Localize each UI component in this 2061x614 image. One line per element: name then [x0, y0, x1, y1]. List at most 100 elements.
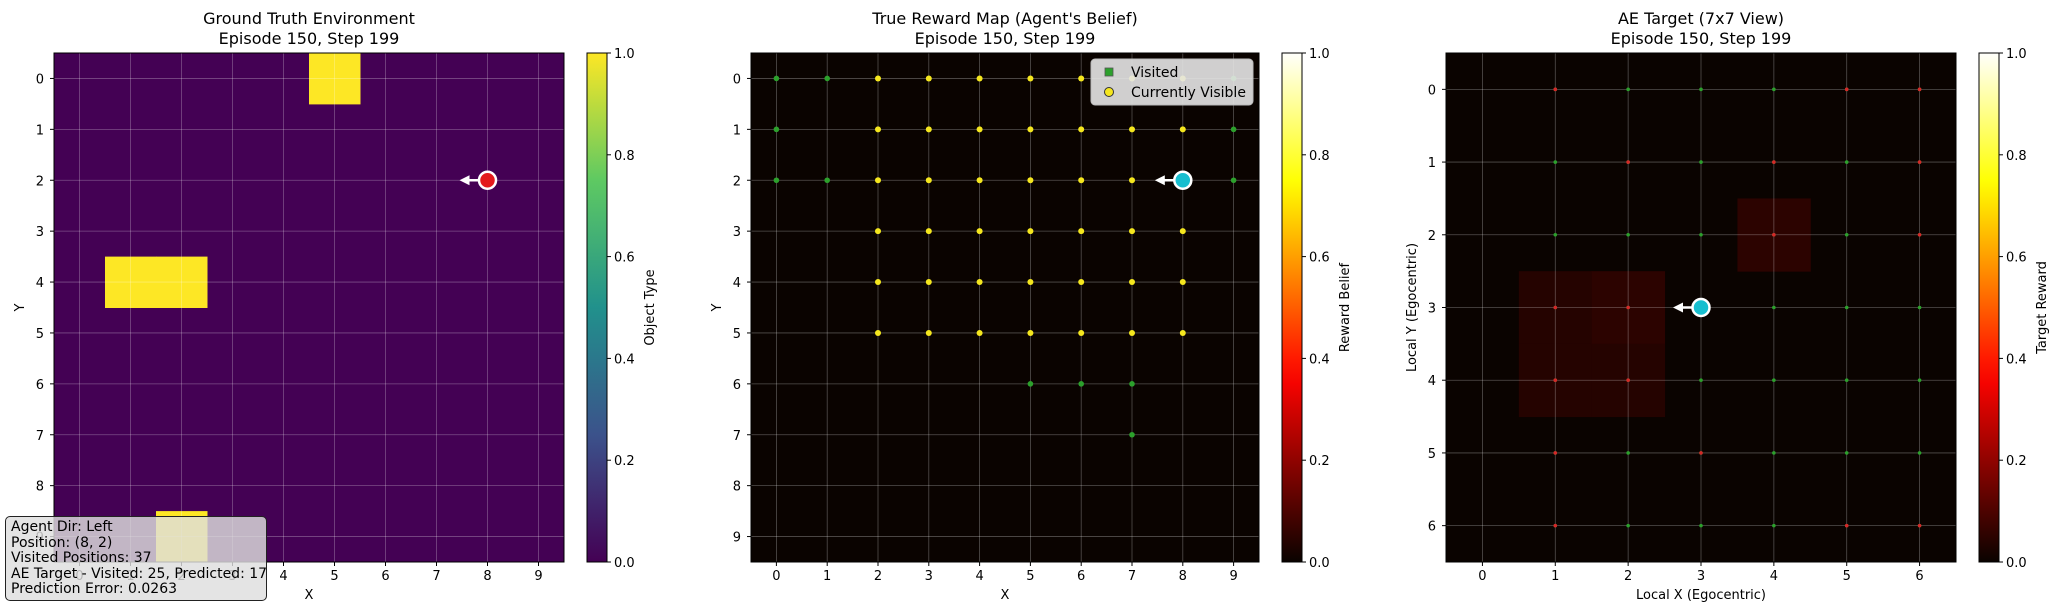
predicted-point	[1844, 87, 1849, 92]
visited-point	[1917, 305, 1922, 310]
y-tick-label: 5	[36, 327, 44, 342]
x-tick-label: 1	[823, 569, 831, 584]
legend-marker-visited	[1104, 67, 1114, 77]
agent-arrowhead	[1673, 302, 1683, 313]
predicted-point	[1772, 232, 1776, 237]
predicted-point	[1626, 160, 1630, 164]
predicted-point	[1917, 232, 1922, 237]
visited-point	[1772, 523, 1776, 528]
visited-point	[1699, 523, 1703, 528]
y-tick-label: 0	[733, 72, 741, 87]
y-tick-label: 4	[36, 276, 44, 291]
info-position: Position: (8, 2)	[11, 534, 113, 551]
visited-point	[1699, 87, 1703, 92]
legend-box	[1090, 58, 1254, 106]
visible-point	[875, 228, 881, 235]
chart-title: True Reward Map (Agent's Belief)	[871, 9, 1137, 28]
visited-point	[1078, 381, 1084, 387]
visited-point	[1230, 126, 1237, 133]
predicted-point	[1553, 451, 1558, 455]
visited-point	[1699, 232, 1703, 237]
predicted-point	[1772, 160, 1776, 164]
chart-title: Ground Truth Environment	[203, 9, 415, 28]
y-tick-label: 2	[733, 174, 741, 189]
x-tick-label: 1	[1551, 569, 1559, 584]
info-ae-target: AE Target - Visited: 25, Predicted: 17	[11, 565, 268, 582]
visible-point	[875, 177, 881, 184]
colorbar-tick-label: 0.0	[2006, 556, 2027, 571]
y-tick-label: 1	[733, 123, 741, 138]
agent-marker	[477, 170, 498, 190]
x-axis-label: X	[305, 588, 314, 603]
visible-point	[976, 177, 983, 184]
y-tick-label: 7	[36, 429, 44, 444]
visible-point	[976, 279, 983, 286]
visited-point	[1772, 305, 1776, 310]
visible-point	[925, 329, 932, 336]
visible-point	[1129, 279, 1135, 286]
visible-point	[1027, 126, 1034, 133]
visible-point	[925, 75, 932, 82]
visited-point	[1699, 378, 1703, 383]
colorbar-tick-label: 0.8	[614, 149, 635, 164]
y-tick-label: 5	[733, 327, 741, 342]
visited-point	[1917, 378, 1922, 383]
colorbar	[1978, 52, 2000, 563]
visited-point	[1027, 381, 1034, 387]
axes-frame	[750, 52, 1260, 563]
x-tick-label: 7	[1128, 569, 1136, 584]
y-tick-label: 8	[36, 480, 44, 495]
visited-point	[1230, 177, 1237, 184]
visible-point	[1179, 279, 1186, 286]
info-visited-positions: Visited Positions: 37	[11, 550, 152, 566]
agent-info-box: Agent Dir: Left Position: (8, 2) Visited…	[5, 516, 267, 601]
predicted-point	[1917, 523, 1922, 528]
visited-point	[1844, 232, 1849, 237]
colorbar-tick-label: 0.2	[2006, 454, 2027, 469]
legend-marker-visible	[1104, 87, 1114, 97]
x-tick-label: 8	[1179, 569, 1187, 584]
visible-point	[1179, 228, 1186, 235]
predicted-point	[1917, 160, 1922, 164]
x-tick-label: 4	[975, 569, 983, 584]
heatmap-cell	[105, 256, 157, 308]
visible-point	[1078, 177, 1085, 184]
agent-marker	[1691, 297, 1711, 318]
info-prediction-error: Prediction Error: 0.0263	[11, 581, 178, 597]
legend-label: Visited	[1131, 65, 1178, 81]
colorbar-tick-label: 0.4	[614, 352, 635, 367]
y-tick-label: 6	[733, 378, 741, 393]
visited-point	[1772, 87, 1776, 92]
y-tick-label: 6	[36, 378, 44, 393]
visible-point	[1129, 329, 1135, 336]
colorbar-tick-label: 0.4	[1309, 352, 1330, 367]
x-tick-label: 6	[1915, 569, 1923, 584]
x-tick-label: 5	[1026, 569, 1034, 584]
visited-point	[1626, 87, 1630, 92]
visible-point	[1078, 279, 1085, 286]
visited-point	[1626, 451, 1630, 455]
info-agent-dir: Agent Dir: Left	[11, 519, 113, 535]
visible-point	[976, 329, 983, 336]
panel-1: 01234567890123456789Ground Truth Environ…	[13, 9, 658, 603]
x-tick-label: 0	[772, 569, 780, 584]
y-tick-label: 1	[1428, 156, 1436, 171]
y-axis-label: Y	[13, 303, 28, 312]
visited-point	[1844, 305, 1849, 310]
x-tick-label: 4	[279, 569, 287, 584]
colorbar-tick-label: 0.6	[2006, 251, 2027, 266]
visible-point	[1027, 75, 1034, 82]
predicted-point	[1553, 305, 1558, 310]
predicted-point	[1553, 378, 1558, 383]
visible-point	[1027, 279, 1034, 286]
colorbar-label: Object Type	[643, 269, 658, 345]
visible-point	[1129, 228, 1135, 235]
visible-point	[925, 228, 932, 235]
x-tick-label: 5	[1843, 569, 1851, 584]
y-tick-label: 3	[1428, 302, 1436, 317]
y-tick-label: 2	[36, 174, 44, 189]
y-tick-label: 8	[733, 480, 741, 495]
x-axis-label: X	[1001, 588, 1010, 603]
visited-point	[1772, 451, 1776, 455]
visited-point	[1844, 378, 1849, 383]
